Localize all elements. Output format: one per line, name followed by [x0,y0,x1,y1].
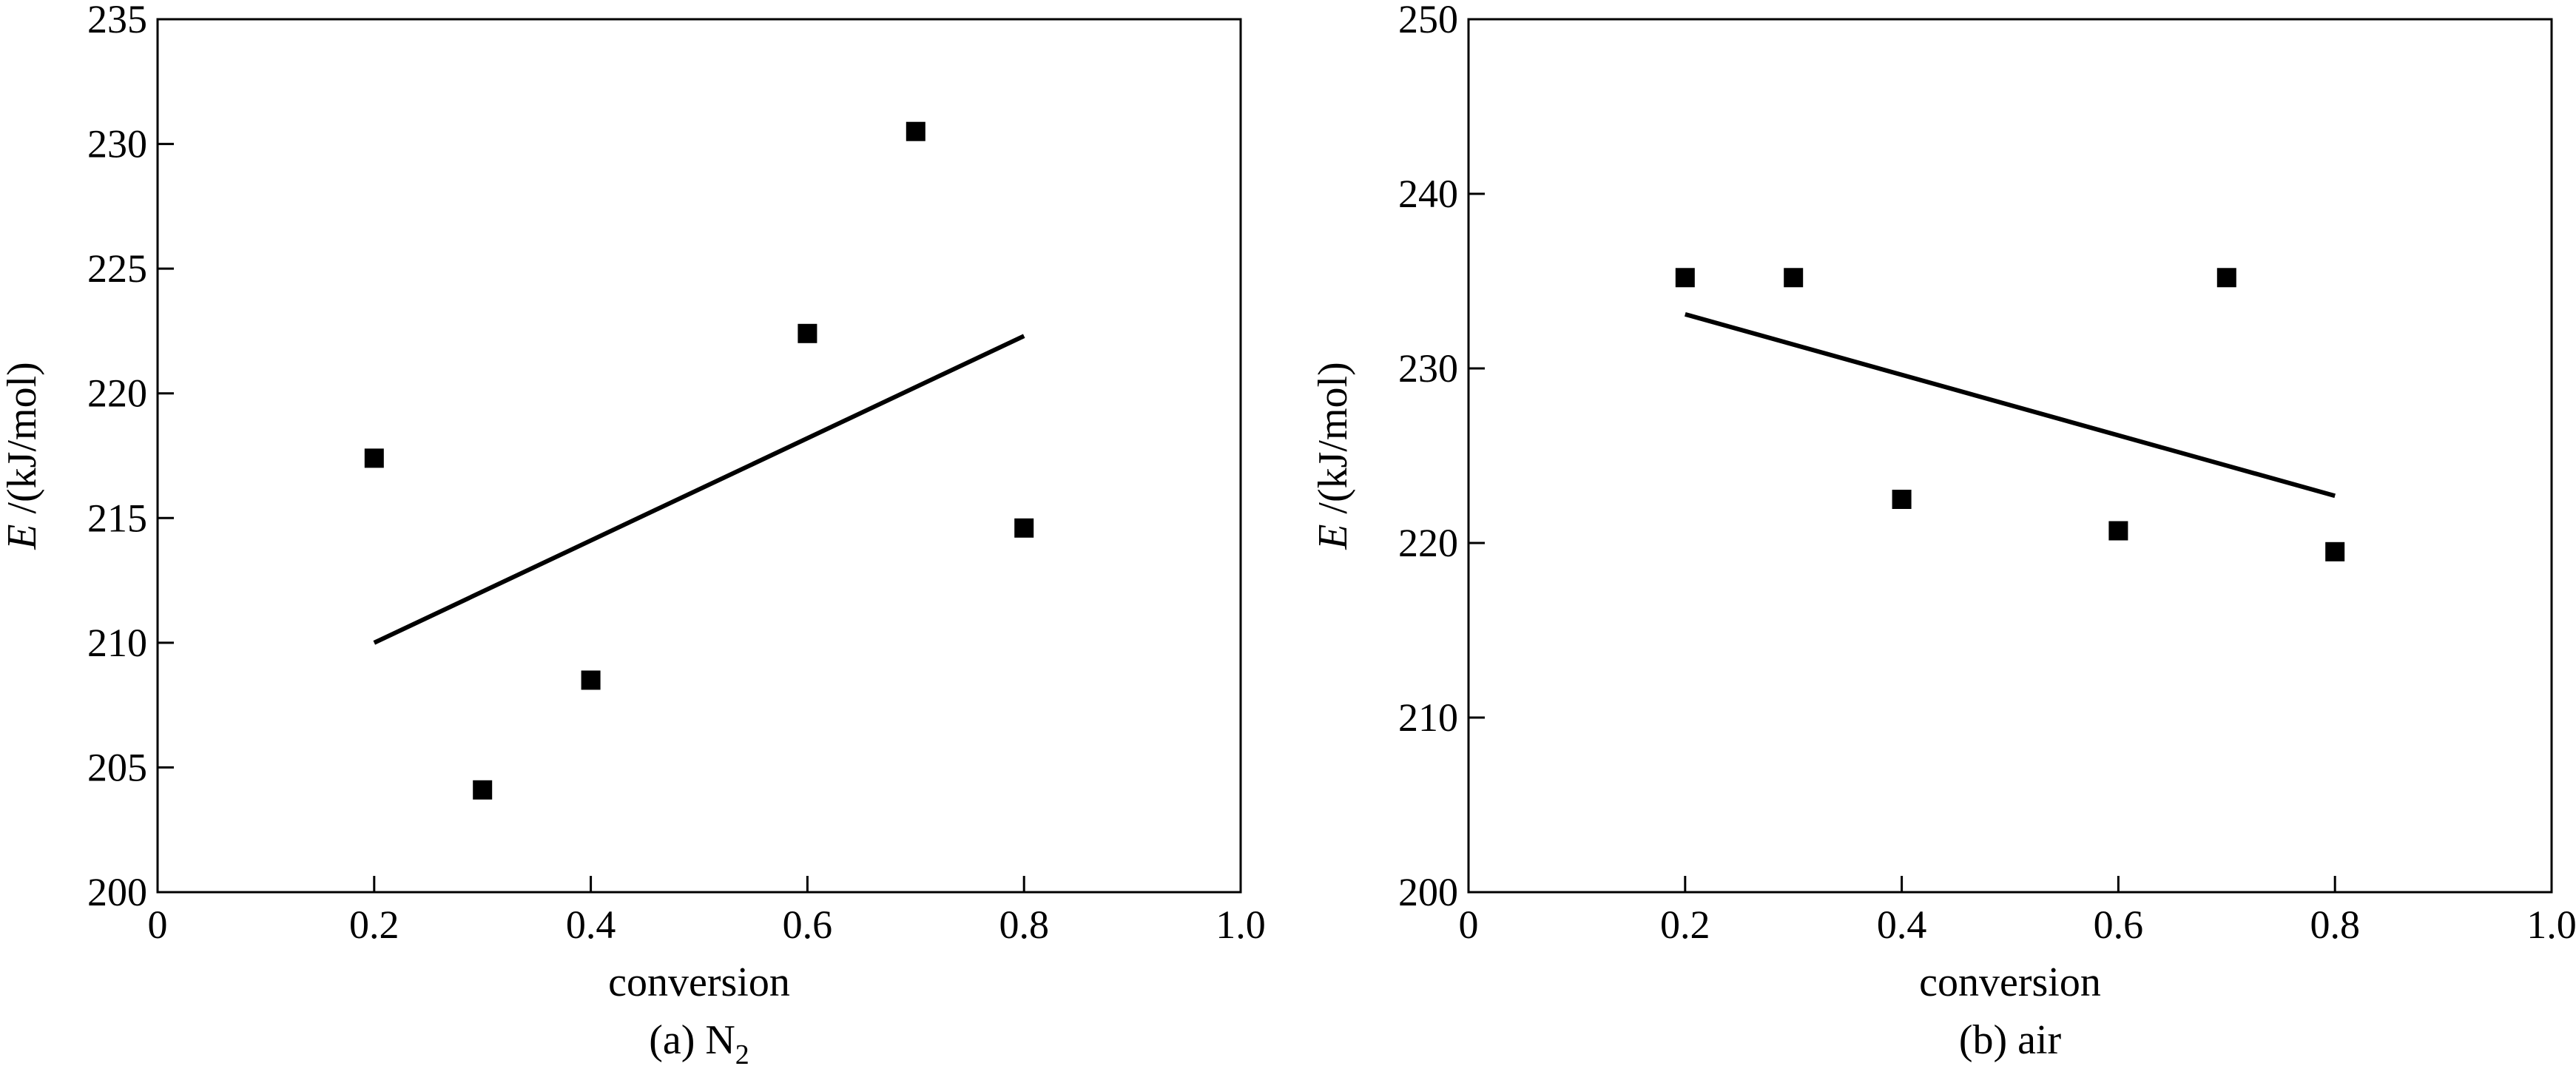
caption-text: (a) N [649,1017,735,1063]
data-point [906,121,925,141]
y-tick-label: 215 [87,496,147,540]
data-point [1892,490,1912,509]
data-point [2108,521,2128,541]
plot-frame [156,18,1242,894]
y-tick-label: 220 [1398,521,1458,565]
x-tick-label: 0 [1459,903,1479,947]
data-point [1784,268,1804,288]
panel-a-n2: 0 0.2 0.4 0.6 0.8 1.0 200 205 210 215 220 225 230 235… [0,0,1266,1066]
x-tick-label: 0.6 [783,903,833,947]
data-point [473,780,493,800]
y-tick-label: 250 [1398,0,1458,41]
x-tick-label: 0.6 [2094,903,2144,947]
caption-text: (b) air [1959,1017,2062,1063]
data-point [2216,268,2236,288]
y-tick-label: 210 [87,621,147,665]
x-axis-title: conversion [1919,959,2101,1005]
x-tick-label: 0.4 [1877,903,1927,947]
y-tick-label: 205 [87,745,147,789]
data-point [1014,518,1034,538]
y-axis-title: E /(kJ/mol) [1310,362,1356,550]
y-tick-label: 235 [87,0,147,41]
x-tick-label: 0 [148,903,168,947]
x-axis-title: conversion [608,959,790,1005]
x-tick-label: 0.2 [349,903,399,947]
y-axis-variable: E [0,524,45,550]
x-tick-label: 1.0 [1215,903,1266,947]
plot-frame [1467,18,2553,894]
y-axis-unit: /(kJ/mol) [1310,362,1356,524]
fit-line [1684,311,2336,499]
x-tick-label: 1.0 [2526,903,2576,947]
x-tick-label: 0.8 [2310,903,2360,947]
y-tick-label: 220 [87,371,147,416]
data-point [581,670,601,690]
x-tick-label: 0.2 [1660,903,1710,947]
panel-caption: (b) air [1959,1017,2062,1063]
y-tick-label: 240 [1398,172,1458,216]
y-tick-label: 230 [87,122,147,166]
data-point [1675,268,1695,288]
y-tick-label: 200 [1398,870,1458,914]
y-tick-label: 200 [87,870,147,914]
data-point [364,448,384,468]
caption-subscript: 2 [735,1039,749,1066]
y-axis-title: E /(kJ/mol) [0,362,45,550]
y-tick-label: 230 [1398,346,1458,391]
data-point [2325,542,2345,561]
y-tick-label: 225 [87,246,147,291]
fit-line [373,334,1025,645]
panel-b-air: 0 0.2 0.4 0.6 0.8 1.0 200 210 220 230 240 250 conver… [1310,0,2576,1063]
panel-caption: (a) N2 [649,1017,749,1066]
x-tick-label: 0.4 [566,903,616,947]
data-point [798,323,817,343]
x-tick-label: 0.8 [999,903,1049,947]
y-axis-variable: E [1310,524,1356,550]
y-axis-unit: /(kJ/mol) [0,362,45,524]
y-tick-label: 210 [1398,695,1458,740]
